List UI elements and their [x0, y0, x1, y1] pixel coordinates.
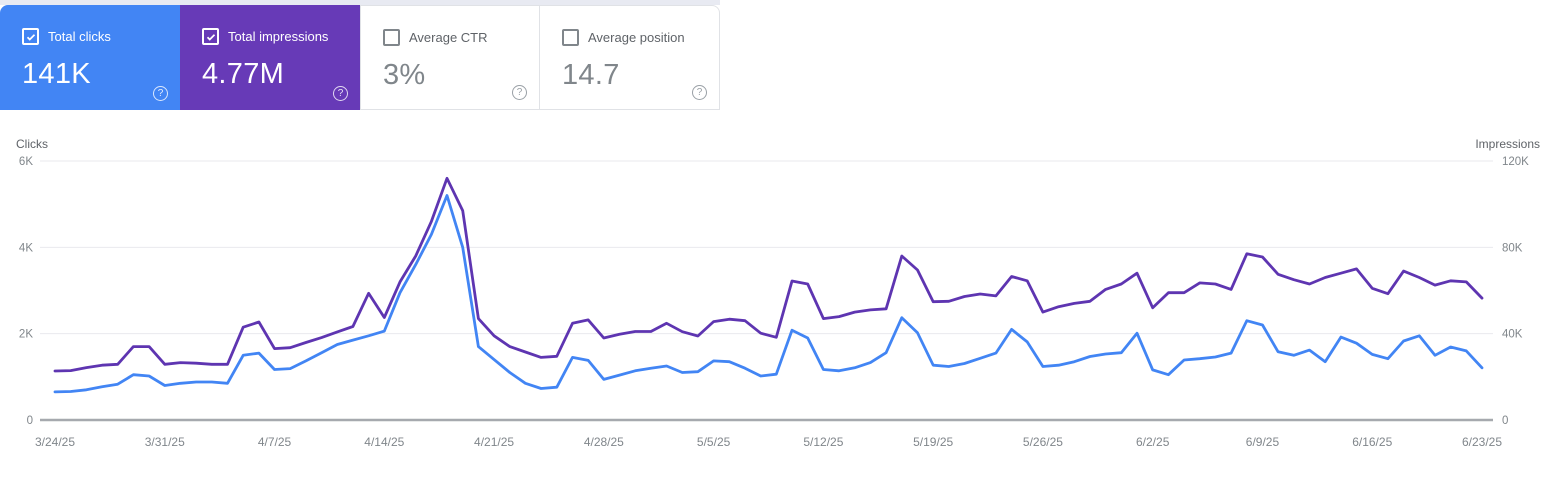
total-clicks-label: Total clicks: [48, 29, 111, 44]
total-clicks-header: Total clicks: [0, 5, 180, 45]
x-axis-tick: 5/5/25: [697, 435, 731, 449]
x-axis-tick: 4/28/25: [584, 435, 624, 449]
impressions-line: [53, 176, 1484, 373]
help-icon[interactable]: ?: [153, 86, 168, 101]
average-ctr-value: 3%: [383, 59, 426, 91]
x-axis-tick: 6/16/25: [1352, 435, 1392, 449]
total-clicks-value: 141K: [22, 58, 91, 90]
total-impressions-label: Total impressions: [228, 29, 329, 44]
check-icon: [26, 33, 35, 41]
x-axis-tick: 3/31/25: [145, 435, 185, 449]
average-position-header: Average position: [540, 6, 719, 46]
total-impressions-value: 4.77M: [202, 58, 285, 90]
help-icon[interactable]: ?: [333, 86, 348, 101]
left-axis-title: Clicks: [16, 137, 48, 151]
x-axis-tick: 3/24/25: [35, 435, 75, 449]
average-position-label: Average position: [588, 30, 685, 45]
total-clicks-checkbox[interactable]: [22, 28, 39, 45]
left-axis-tick: 2K: [19, 329, 33, 341]
right-axis-tick: 80K: [1502, 242, 1523, 254]
clicks-line: [53, 194, 1484, 394]
x-axis-tick: 6/9/25: [1246, 435, 1280, 449]
average-position-checkbox[interactable]: [562, 29, 579, 46]
page-top-background: [0, 0, 720, 5]
x-axis-tick: 4/21/25: [474, 435, 514, 449]
x-axis-tick: 6/23/25: [1462, 435, 1502, 449]
average-position-card[interactable]: Average position 14.7 ?: [540, 5, 720, 110]
average-ctr-checkbox[interactable]: [383, 29, 400, 46]
x-axis-tick: 4/7/25: [258, 435, 292, 449]
right-axis-tick: 120K: [1502, 156, 1529, 168]
total-impressions-checkbox[interactable]: [202, 28, 219, 45]
metric-cards-row: Total clicks 141K ? Total impressions 4.…: [0, 5, 720, 110]
average-position-value: 14.7: [562, 59, 620, 91]
total-impressions-card[interactable]: Total impressions 4.77M ?: [180, 5, 360, 110]
average-ctr-card[interactable]: Average CTR 3% ?: [360, 5, 540, 110]
total-impressions-header: Total impressions: [180, 5, 360, 45]
help-icon[interactable]: ?: [512, 85, 527, 100]
x-axis-tick: 5/19/25: [913, 435, 953, 449]
left-axis-tick: 0: [27, 415, 33, 427]
left-axis-tick: 6K: [19, 156, 33, 168]
help-icon[interactable]: ?: [692, 85, 707, 100]
right-axis-tick: 0: [1502, 415, 1508, 427]
average-ctr-label: Average CTR: [409, 30, 488, 45]
average-ctr-header: Average CTR: [361, 6, 539, 46]
x-axis-tick: 5/12/25: [803, 435, 843, 449]
right-axis-tick: 40K: [1502, 329, 1523, 341]
x-axis-tick: 6/2/25: [1136, 435, 1170, 449]
x-axis-tick: 4/14/25: [364, 435, 404, 449]
x-axis-tick: 5/26/25: [1023, 435, 1063, 449]
left-axis-tick: 4K: [19, 242, 33, 254]
check-icon: [206, 33, 215, 41]
total-clicks-card[interactable]: Total clicks 141K ?: [0, 5, 180, 110]
right-axis-title: Impressions: [1475, 137, 1540, 151]
